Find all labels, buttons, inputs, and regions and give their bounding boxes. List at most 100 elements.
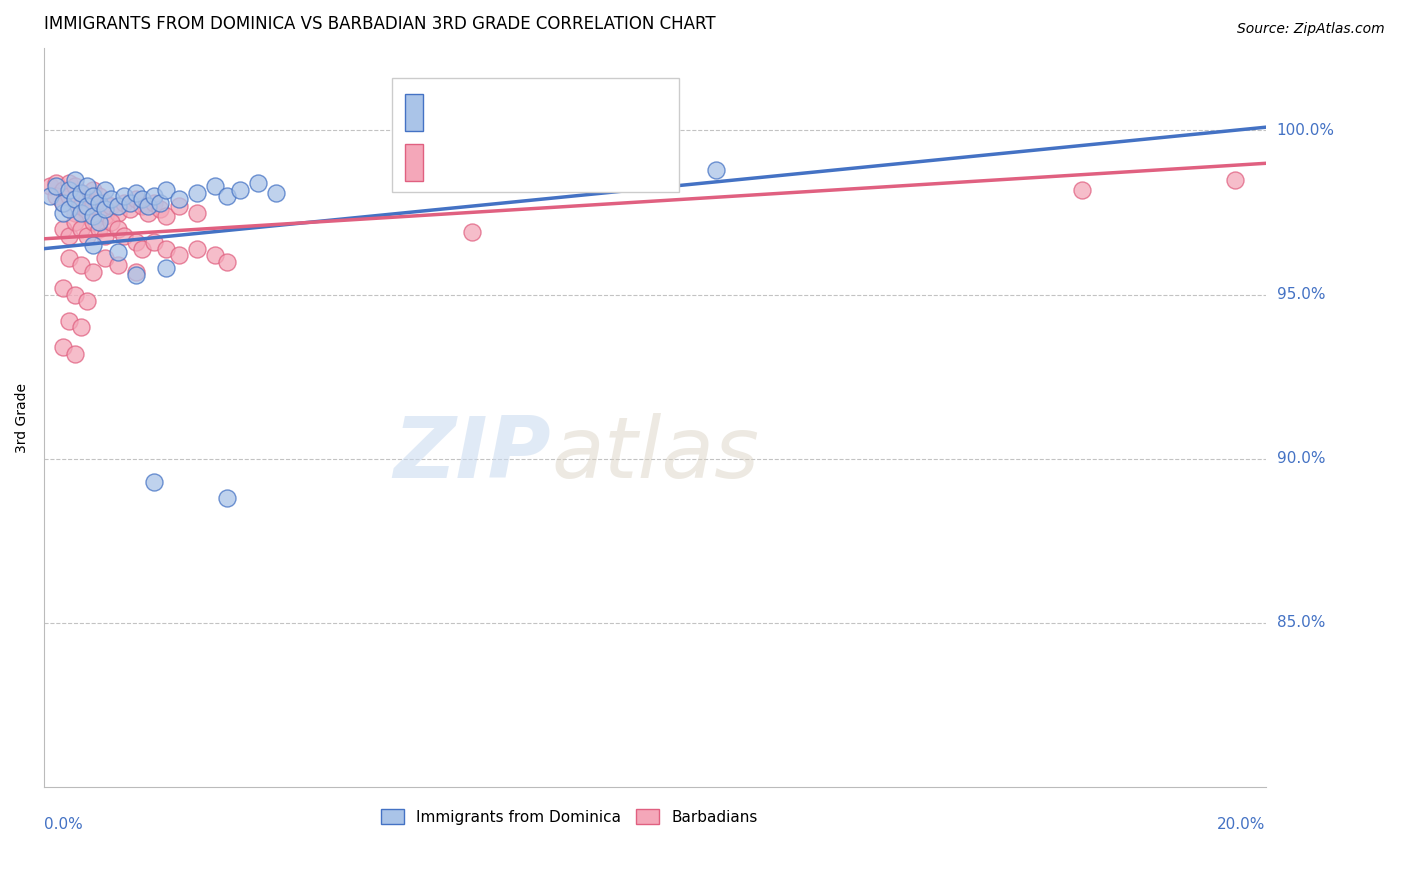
Point: [461, 225, 484, 239]
Point: [63, 215, 86, 229]
Point: [399, 169, 422, 184]
Point: [143, 195, 166, 210]
Point: [63, 179, 86, 194]
Point: [112, 228, 135, 243]
Point: [52, 222, 75, 236]
Point: [131, 193, 153, 207]
Text: Source: ZipAtlas.com: Source: ZipAtlas.com: [1237, 22, 1385, 37]
Point: [100, 199, 122, 213]
Point: [76, 179, 98, 194]
Point: [76, 294, 98, 309]
Point: [63, 346, 86, 360]
Point: [58, 252, 80, 266]
Point: [70, 186, 93, 200]
Text: 100.0%: 100.0%: [1277, 123, 1334, 138]
Point: [1223, 172, 1246, 186]
FancyBboxPatch shape: [405, 95, 423, 131]
Text: 95.0%: 95.0%: [1277, 287, 1326, 302]
Point: [76, 205, 98, 219]
Point: [58, 314, 80, 328]
Point: [125, 235, 148, 249]
Point: [107, 205, 129, 219]
Point: [107, 244, 129, 259]
Point: [89, 215, 111, 229]
Point: [143, 189, 166, 203]
Point: [70, 186, 93, 200]
Point: [149, 202, 172, 217]
Text: 85.0%: 85.0%: [1277, 615, 1324, 631]
Point: [94, 252, 117, 266]
FancyBboxPatch shape: [392, 78, 679, 193]
Point: [204, 179, 226, 194]
Point: [107, 199, 129, 213]
Point: [100, 215, 122, 229]
Point: [217, 254, 239, 268]
Text: 0.0%: 0.0%: [44, 817, 83, 832]
Point: [45, 176, 67, 190]
Point: [94, 202, 117, 217]
Point: [58, 183, 80, 197]
Point: [247, 176, 270, 190]
Point: [186, 186, 208, 200]
Point: [167, 199, 190, 213]
Text: R = 0.340   N = 45: R = 0.340 N = 45: [437, 103, 595, 121]
Point: [112, 195, 135, 210]
Legend: Immigrants from Dominica, Barbadians: Immigrants from Dominica, Barbadians: [375, 803, 763, 830]
Point: [82, 264, 104, 278]
Point: [52, 340, 75, 354]
Point: [94, 183, 117, 197]
Point: [70, 258, 93, 272]
Text: IMMIGRANTS FROM DOMINICA VS BARBADIAN 3RD GRADE CORRELATION CHART: IMMIGRANTS FROM DOMINICA VS BARBADIAN 3R…: [44, 15, 716, 33]
Point: [52, 205, 75, 219]
Point: [131, 242, 153, 256]
Point: [167, 248, 190, 262]
Text: ZIP: ZIP: [394, 413, 551, 496]
Point: [186, 205, 208, 219]
Point: [125, 264, 148, 278]
Point: [228, 183, 250, 197]
Point: [58, 202, 80, 217]
Point: [52, 195, 75, 210]
Point: [76, 228, 98, 243]
Point: [155, 183, 177, 197]
Point: [76, 193, 98, 207]
Point: [155, 261, 177, 276]
Point: [100, 193, 122, 207]
Point: [52, 183, 75, 197]
Point: [89, 195, 111, 210]
Point: [89, 189, 111, 203]
Point: [70, 199, 93, 213]
Point: [70, 222, 93, 236]
Y-axis label: 3rd Grade: 3rd Grade: [15, 383, 30, 452]
Point: [82, 183, 104, 197]
Text: R = 0.360   N = 67: R = 0.360 N = 67: [437, 154, 595, 172]
Point: [155, 242, 177, 256]
Point: [266, 186, 288, 200]
Point: [136, 205, 159, 219]
Point: [143, 235, 166, 249]
Point: [204, 248, 226, 262]
Point: [167, 193, 190, 207]
Point: [125, 186, 148, 200]
Point: [118, 202, 141, 217]
Point: [94, 195, 117, 210]
Point: [149, 195, 172, 210]
Point: [39, 179, 62, 194]
Point: [58, 228, 80, 243]
Point: [63, 172, 86, 186]
Point: [63, 193, 86, 207]
Point: [94, 209, 117, 223]
Point: [63, 205, 86, 219]
Point: [1071, 183, 1094, 197]
Point: [704, 162, 727, 177]
Point: [217, 189, 239, 203]
Point: [125, 268, 148, 282]
Point: [217, 491, 239, 505]
Point: [63, 287, 86, 301]
Point: [112, 189, 135, 203]
Point: [82, 238, 104, 252]
Point: [125, 193, 148, 207]
Point: [118, 195, 141, 210]
Point: [70, 320, 93, 334]
Point: [491, 172, 513, 186]
